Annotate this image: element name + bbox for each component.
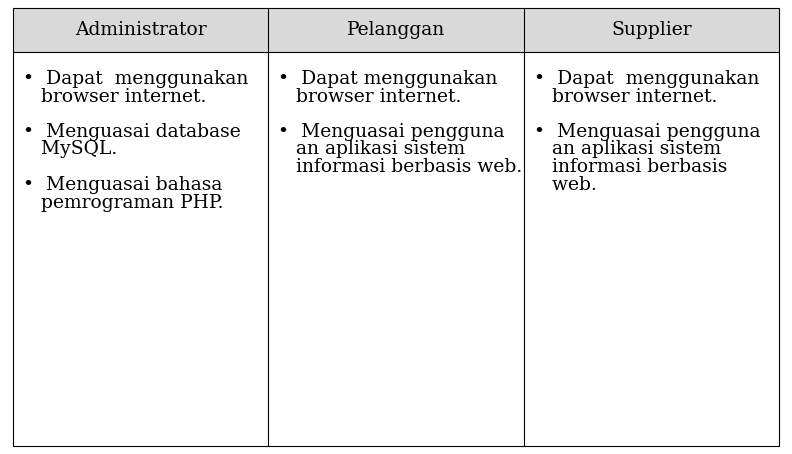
Text: •  Menguasai pengguna: • Menguasai pengguna xyxy=(278,123,505,141)
Text: •  Menguasai pengguna: • Menguasai pengguna xyxy=(534,123,760,141)
Bar xyxy=(13,52,779,446)
Text: browser internet.: browser internet. xyxy=(278,88,462,105)
Text: pemrograman PHP.: pemrograman PHP. xyxy=(23,193,223,212)
Text: an aplikasi sistem: an aplikasi sistem xyxy=(534,140,721,158)
Text: browser internet.: browser internet. xyxy=(23,88,207,105)
Text: •  Dapat  menggunakan: • Dapat menggunakan xyxy=(23,70,249,88)
Text: Pelanggan: Pelanggan xyxy=(347,21,445,39)
Text: Supplier: Supplier xyxy=(611,21,691,39)
Text: informasi berbasis: informasi berbasis xyxy=(534,158,727,176)
Text: MySQL.: MySQL. xyxy=(23,140,117,158)
Bar xyxy=(268,8,524,52)
Text: •  Menguasai database: • Menguasai database xyxy=(23,123,241,141)
Text: •  Dapat menggunakan: • Dapat menggunakan xyxy=(278,70,497,88)
Text: Administrator: Administrator xyxy=(75,21,207,39)
Text: informasi berbasis web.: informasi berbasis web. xyxy=(278,158,523,176)
Text: browser internet.: browser internet. xyxy=(534,88,717,105)
Bar xyxy=(524,8,779,52)
Text: •  Menguasai bahasa: • Menguasai bahasa xyxy=(23,176,223,194)
Text: •  Dapat  menggunakan: • Dapat menggunakan xyxy=(534,70,759,88)
Text: an aplikasi sistem: an aplikasi sistem xyxy=(278,140,466,158)
Bar xyxy=(13,8,268,52)
Text: web.: web. xyxy=(534,176,596,193)
